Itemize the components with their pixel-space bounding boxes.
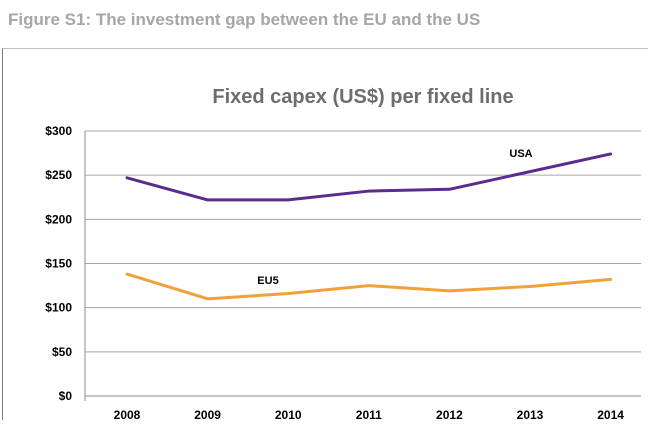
series-line-eu5 [125,272,613,301]
y-tick-label: $50 [52,345,72,359]
gridlines [85,130,641,397]
x-tick-label: 2009 [194,408,221,422]
series-label-usa: USA [509,148,532,160]
y-tick-label: $0 [59,389,73,403]
x-tick-label: 2013 [517,408,544,422]
x-tick-label: 2014 [597,408,624,422]
y-tick-label: $200 [45,212,72,226]
y-tick-label: $150 [45,257,72,271]
y-tick-label: $300 [45,124,72,138]
chart-frame [2,48,648,420]
x-tick-label: 2010 [275,408,302,422]
series-labels: USA EU5 [257,148,532,287]
x-tick-label: 2008 [114,408,141,422]
figure-heading: Figure S1: The investment gap between th… [8,10,481,29]
chart-title: Fixed capex (US$) per fixed line [212,86,513,108]
x-tick-label: 2012 [436,408,463,422]
series-line-usa [125,152,613,202]
y-tick-label: $250 [45,168,72,182]
x-tick-label: 2011 [356,408,382,422]
axes: $0 $50 $100 $150 $200 $250 $300 2008 2009 2010 201… [45,124,624,422]
series-label-eu5: EU5 [257,275,278,287]
series-lines [125,152,613,301]
y-tick-label: $100 [45,301,72,315]
